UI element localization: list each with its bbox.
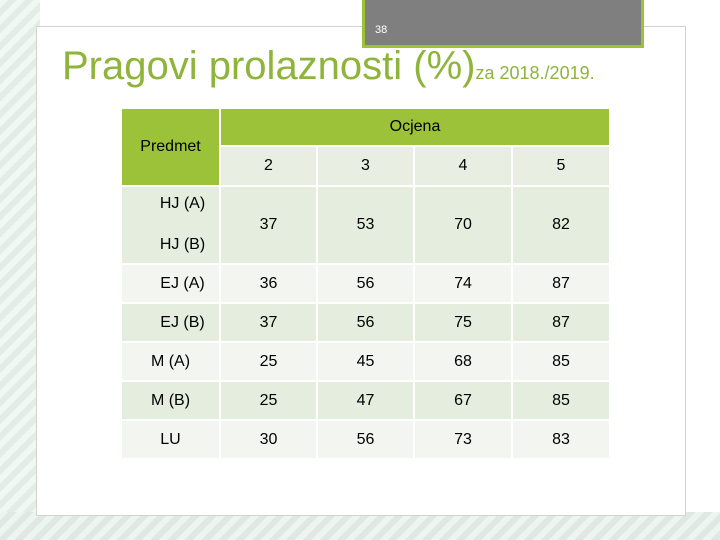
header-subject: Predmet (122, 109, 221, 187)
value-cell: 36 (220, 264, 318, 304)
subject-label: HJ (B) (159, 236, 206, 253)
table-row: M (A) 25 45 68 85 (122, 342, 612, 382)
subject-cell: EJ (A) (122, 264, 221, 304)
value-cell: 68 (414, 342, 513, 382)
slide-title-sub: za 2018./2019. (475, 63, 595, 83)
subject-cell: EJ (B) (122, 303, 221, 343)
value-cell: 47 (317, 381, 415, 421)
value-cell: 87 (512, 264, 612, 304)
grade-header: 3 (317, 146, 415, 187)
slide-title-main: Pragovi prolaznosti (%) (62, 44, 476, 88)
value-cell: 53 (317, 186, 415, 265)
value-cell: 30 (220, 420, 318, 460)
value-cell: 82 (512, 186, 612, 265)
value-cell: 56 (317, 303, 415, 343)
table-row: LU 30 56 73 83 (122, 420, 612, 460)
value-cell: 85 (512, 381, 612, 421)
header-grade: Ocjena (220, 109, 612, 147)
value-cell: 67 (414, 381, 513, 421)
slide-number: 38 (375, 24, 388, 36)
value-cell: 83 (512, 420, 612, 460)
grade-header: 2 (220, 146, 318, 187)
value-cell: 73 (414, 420, 513, 460)
subject-cell: M (A) (122, 342, 221, 382)
slide-number-box: 38 (362, 0, 644, 48)
table-row: EJ (B) 37 56 75 87 (122, 303, 612, 343)
value-cell: 37 (220, 186, 318, 265)
slide-title: Pragovi prolaznosti (%)za 2018./2019. (62, 44, 595, 89)
value-cell: 85 (512, 342, 612, 382)
value-cell: 75 (414, 303, 513, 343)
table-row: M (B) 25 47 67 85 (122, 381, 612, 421)
background-pattern-bottom (0, 512, 720, 540)
value-cell: 25 (220, 342, 318, 382)
value-cell: 37 (220, 303, 318, 343)
value-cell: 70 (414, 186, 513, 265)
grade-header: 4 (414, 146, 513, 187)
subject-cell: LU (122, 420, 221, 460)
value-cell: 25 (220, 381, 318, 421)
value-cell: 87 (512, 303, 612, 343)
value-cell: 56 (317, 264, 415, 304)
table-row: HJ (A) HJ (B) 37 53 70 82 (122, 186, 612, 265)
subject-label: HJ (A) (159, 195, 206, 212)
background-pattern-left (0, 0, 40, 540)
grade-header: 5 (512, 146, 612, 187)
subject-cell: M (B) (122, 381, 221, 421)
value-cell: 56 (317, 420, 415, 460)
value-cell: 74 (414, 264, 513, 304)
subject-cell: HJ (A) HJ (B) (122, 186, 221, 265)
grade-threshold-table: Predmet Ocjena 2 3 4 5 HJ (A) HJ (B) 37 … (122, 109, 612, 460)
value-cell: 45 (317, 342, 415, 382)
table-row: EJ (A) 36 56 74 87 (122, 264, 612, 304)
